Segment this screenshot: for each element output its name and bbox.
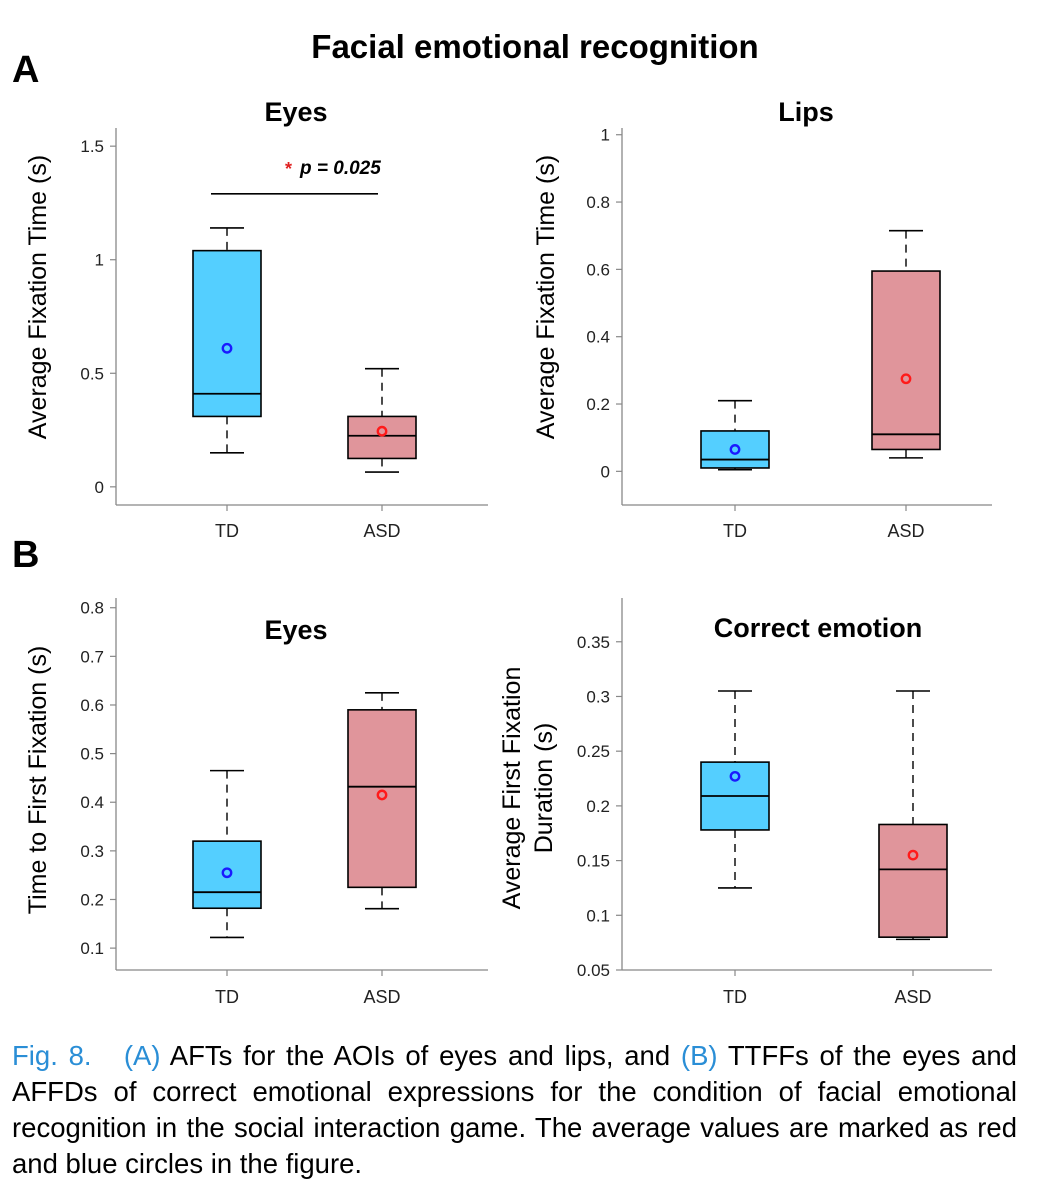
- y-tick-label: 0.1: [80, 939, 104, 958]
- x-tick-label: TD: [723, 521, 747, 541]
- panel-label-a: A: [12, 49, 39, 91]
- mean-marker: [221, 342, 233, 354]
- y-axis-label: Average First Fixation: [498, 667, 526, 910]
- y-tick-label: 0.6: [586, 260, 610, 279]
- x-tick-label: TD: [723, 987, 747, 1007]
- caption-part-b: (B): [680, 1040, 718, 1071]
- iqr-box: [871, 270, 941, 451]
- x-tick-label: ASD: [894, 987, 931, 1007]
- y-tick-label: 0.4: [80, 793, 104, 812]
- x-tick-label: ASD: [363, 987, 400, 1007]
- iqr-box: [347, 415, 417, 460]
- figure-title: Facial emotional recognition: [311, 28, 758, 65]
- iqr-box: [192, 840, 262, 910]
- box-td: [700, 690, 770, 889]
- y-tick-label: 0.3: [80, 842, 104, 861]
- caption-part-a: (A): [123, 1040, 161, 1071]
- chart-4: 0.05 0.1 0.15 0.2 0.25 0.3 0.35 TD ASD Correct em…: [498, 598, 992, 1007]
- y-tick-label: 0.2: [586, 395, 610, 414]
- box-td: [700, 399, 770, 471]
- mean-marker: [729, 444, 741, 455]
- mean-marker: [900, 373, 912, 385]
- box-asd: [347, 692, 417, 910]
- iqr-box: [192, 249, 262, 418]
- x-tick-label: TD: [215, 521, 239, 541]
- y-tick-label: 0.8: [586, 193, 610, 212]
- y-axis-label: Average Fixation Time (s): [532, 155, 560, 439]
- chart-title: Eyes: [264, 97, 327, 127]
- caption-fig-label: Fig. 8.: [12, 1040, 92, 1071]
- y-tick-label: 0.05: [577, 961, 610, 980]
- mean-marker: [729, 770, 741, 782]
- y-tick-label: 0.7: [80, 647, 104, 666]
- y-axis-label-line2: Duration (s): [530, 723, 558, 854]
- y-tick-label: 0.15: [577, 852, 610, 871]
- chart-3: 0.1 0.2 0.3 0.4 0.5 0.6 0.7 0.8 TD ASD Eyes Time to…: [24, 598, 488, 1007]
- y-tick-label: 0.25: [577, 742, 610, 761]
- y-tick-label: 1: [95, 251, 104, 270]
- significance-star: *: [285, 159, 292, 179]
- y-tick-label: 0.2: [80, 890, 104, 909]
- mean-marker: [376, 425, 388, 437]
- x-tick-label: ASD: [363, 521, 400, 541]
- y-tick-label: 0.3: [586, 687, 610, 706]
- mean-marker: [221, 867, 233, 879]
- y-tick-label: 0.1: [586, 906, 610, 925]
- chart-1: 0 0.5 1 1.5 TD ASD Eyes Average Fixation Time (…: [24, 97, 488, 541]
- y-tick-label: 0.5: [80, 745, 104, 764]
- y-tick-label: 0: [601, 462, 610, 481]
- figure-canvas: Facial emotional recognition A B 0 0.5 1 1.…: [12, 28, 992, 1007]
- plots-group: 0 0.5 1 1.5 TD ASD Eyes Average Fixation Time (…: [24, 97, 992, 1007]
- x-tick-label: TD: [215, 987, 239, 1007]
- y-tick-label: 0.5: [80, 364, 104, 383]
- y-axis-label: Average Fixation Time (s): [24, 155, 52, 439]
- y-tick-label: 0.8: [80, 599, 104, 618]
- box-asd: [878, 690, 948, 941]
- y-tick-label: 0: [95, 478, 104, 497]
- y-tick-label: 0.35: [577, 633, 610, 652]
- box-td: [192, 227, 262, 454]
- y-tick-label: 0.4: [586, 328, 610, 347]
- chart-title: Lips: [778, 97, 834, 127]
- x-tick-label: ASD: [887, 521, 924, 541]
- figure-caption: Fig. 8. (A) AFTs for the AOIs of eyes an…: [12, 1038, 1017, 1182]
- chart-title: Eyes: [264, 615, 327, 645]
- chart-title: Correct emotion: [714, 613, 923, 643]
- mean-marker: [376, 789, 388, 801]
- significance-p-value: p = 0.025: [299, 158, 381, 179]
- box-td: [192, 769, 262, 939]
- y-axis-label: Time to First Fixation (s): [24, 646, 52, 915]
- panel-label-b: B: [12, 534, 39, 576]
- caption-text-b: TTFFs of the eyes and AFFDs of correct e…: [12, 1040, 1017, 1179]
- y-tick-label: 0.6: [80, 696, 104, 715]
- iqr-box: [700, 430, 770, 469]
- y-tick-label: 1: [601, 126, 610, 145]
- mean-marker: [907, 849, 919, 861]
- chart-2: 0 0.2 0.4 0.6 0.8 1 TD ASD Lips Average Fixation …: [532, 97, 992, 541]
- y-tick-label: 0.2: [586, 797, 610, 816]
- y-tick-label: 1.5: [80, 137, 104, 156]
- caption-text-a: AFTs for the AOIs of eyes and lips, and: [160, 1040, 681, 1071]
- box-asd: [347, 367, 417, 473]
- box-asd: [871, 229, 941, 459]
- iqr-box: [878, 823, 948, 938]
